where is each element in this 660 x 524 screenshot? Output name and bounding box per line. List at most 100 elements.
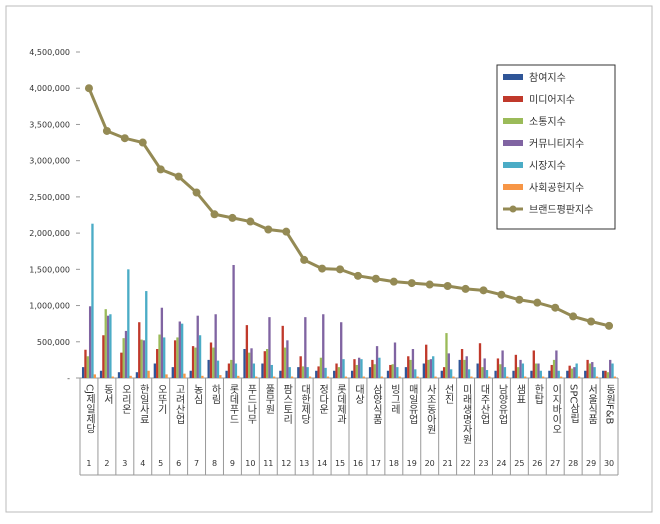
bar [588,363,592,378]
category-number: 6 [176,459,181,468]
bar [255,376,258,378]
line-marker [210,210,219,219]
line-marker [371,274,380,283]
bar [409,359,412,378]
bar [432,356,435,378]
bar [458,359,461,378]
category-number: 16 [353,459,363,468]
bar [250,348,253,378]
line-marker [605,321,614,330]
bar [470,376,473,378]
x-tick-label: 정다운 [317,384,329,414]
bar [290,376,294,378]
bar [122,338,125,378]
bar [270,364,273,378]
bar [557,370,560,378]
bar [506,376,509,378]
bar [404,367,408,378]
category-number: 11 [263,459,273,468]
line-marker [461,284,470,293]
line-marker [425,280,434,289]
line-marker [282,227,291,236]
bar [573,367,576,378]
bar [156,349,159,378]
bar [373,364,376,378]
x-tick-label: 미래생명자원 [460,384,472,444]
bar [378,357,381,378]
bar [503,367,507,378]
bar [375,346,379,378]
bar [380,376,383,378]
line-marker [138,138,147,147]
bar [243,349,246,378]
bar [586,359,589,378]
bar [153,363,157,378]
bar [463,359,466,378]
bar [541,376,545,378]
x-tick-label: 한일사료 [137,384,149,424]
category-number: 24 [496,459,506,468]
line-marker [318,264,327,273]
bar [319,357,323,378]
bar [281,325,284,378]
bar [460,349,464,378]
line-marker [84,84,93,93]
bar [521,363,525,378]
bar [606,372,610,378]
x-tick-label: 푸드나무 [245,384,257,425]
line-marker [336,265,345,274]
x-tick-label: 롯데제과 [335,384,347,425]
category-number: 19 [407,459,417,468]
bar [178,321,181,378]
line-marker [300,255,309,264]
bar [548,370,551,378]
bar [127,269,130,378]
bar [232,264,235,378]
bar [368,367,372,378]
line-marker [102,126,111,135]
category-number: 8 [212,459,217,468]
bar [191,346,195,378]
x-tick-label: 이지바이오 [550,384,562,434]
bar [212,347,215,378]
category-number: 17 [371,459,381,468]
bar [447,353,450,378]
bar [440,370,443,378]
bar [537,363,540,378]
bar [519,359,522,378]
bar [117,372,121,378]
legend-label: 소통지수 [529,116,566,128]
category-number: 28 [568,459,578,468]
bar [147,370,150,378]
bar [425,344,428,378]
bar [129,375,132,378]
category-number: 15 [335,459,345,468]
bar [362,376,365,378]
bar [512,370,515,378]
legend-swatch [503,96,523,102]
bar [577,376,581,378]
legend-box [496,64,616,230]
bar [422,363,426,378]
y-tick-label: - [67,374,70,383]
bar [396,367,399,378]
bar [297,367,300,378]
bar [102,335,105,378]
bar [84,349,87,378]
category-number: 20 [425,459,435,468]
bar [198,335,202,378]
bar [283,347,287,378]
x-tick-label: 동원F&B [604,384,616,425]
bar [81,367,85,378]
category-number: 18 [389,459,399,468]
bar [442,367,446,378]
line-marker [156,165,165,174]
bar [227,363,231,378]
category-number: 3 [122,459,127,468]
bar [595,376,599,378]
bar [230,359,233,378]
line-marker [353,271,362,280]
bar [353,359,356,378]
category-number: 27 [550,459,560,468]
